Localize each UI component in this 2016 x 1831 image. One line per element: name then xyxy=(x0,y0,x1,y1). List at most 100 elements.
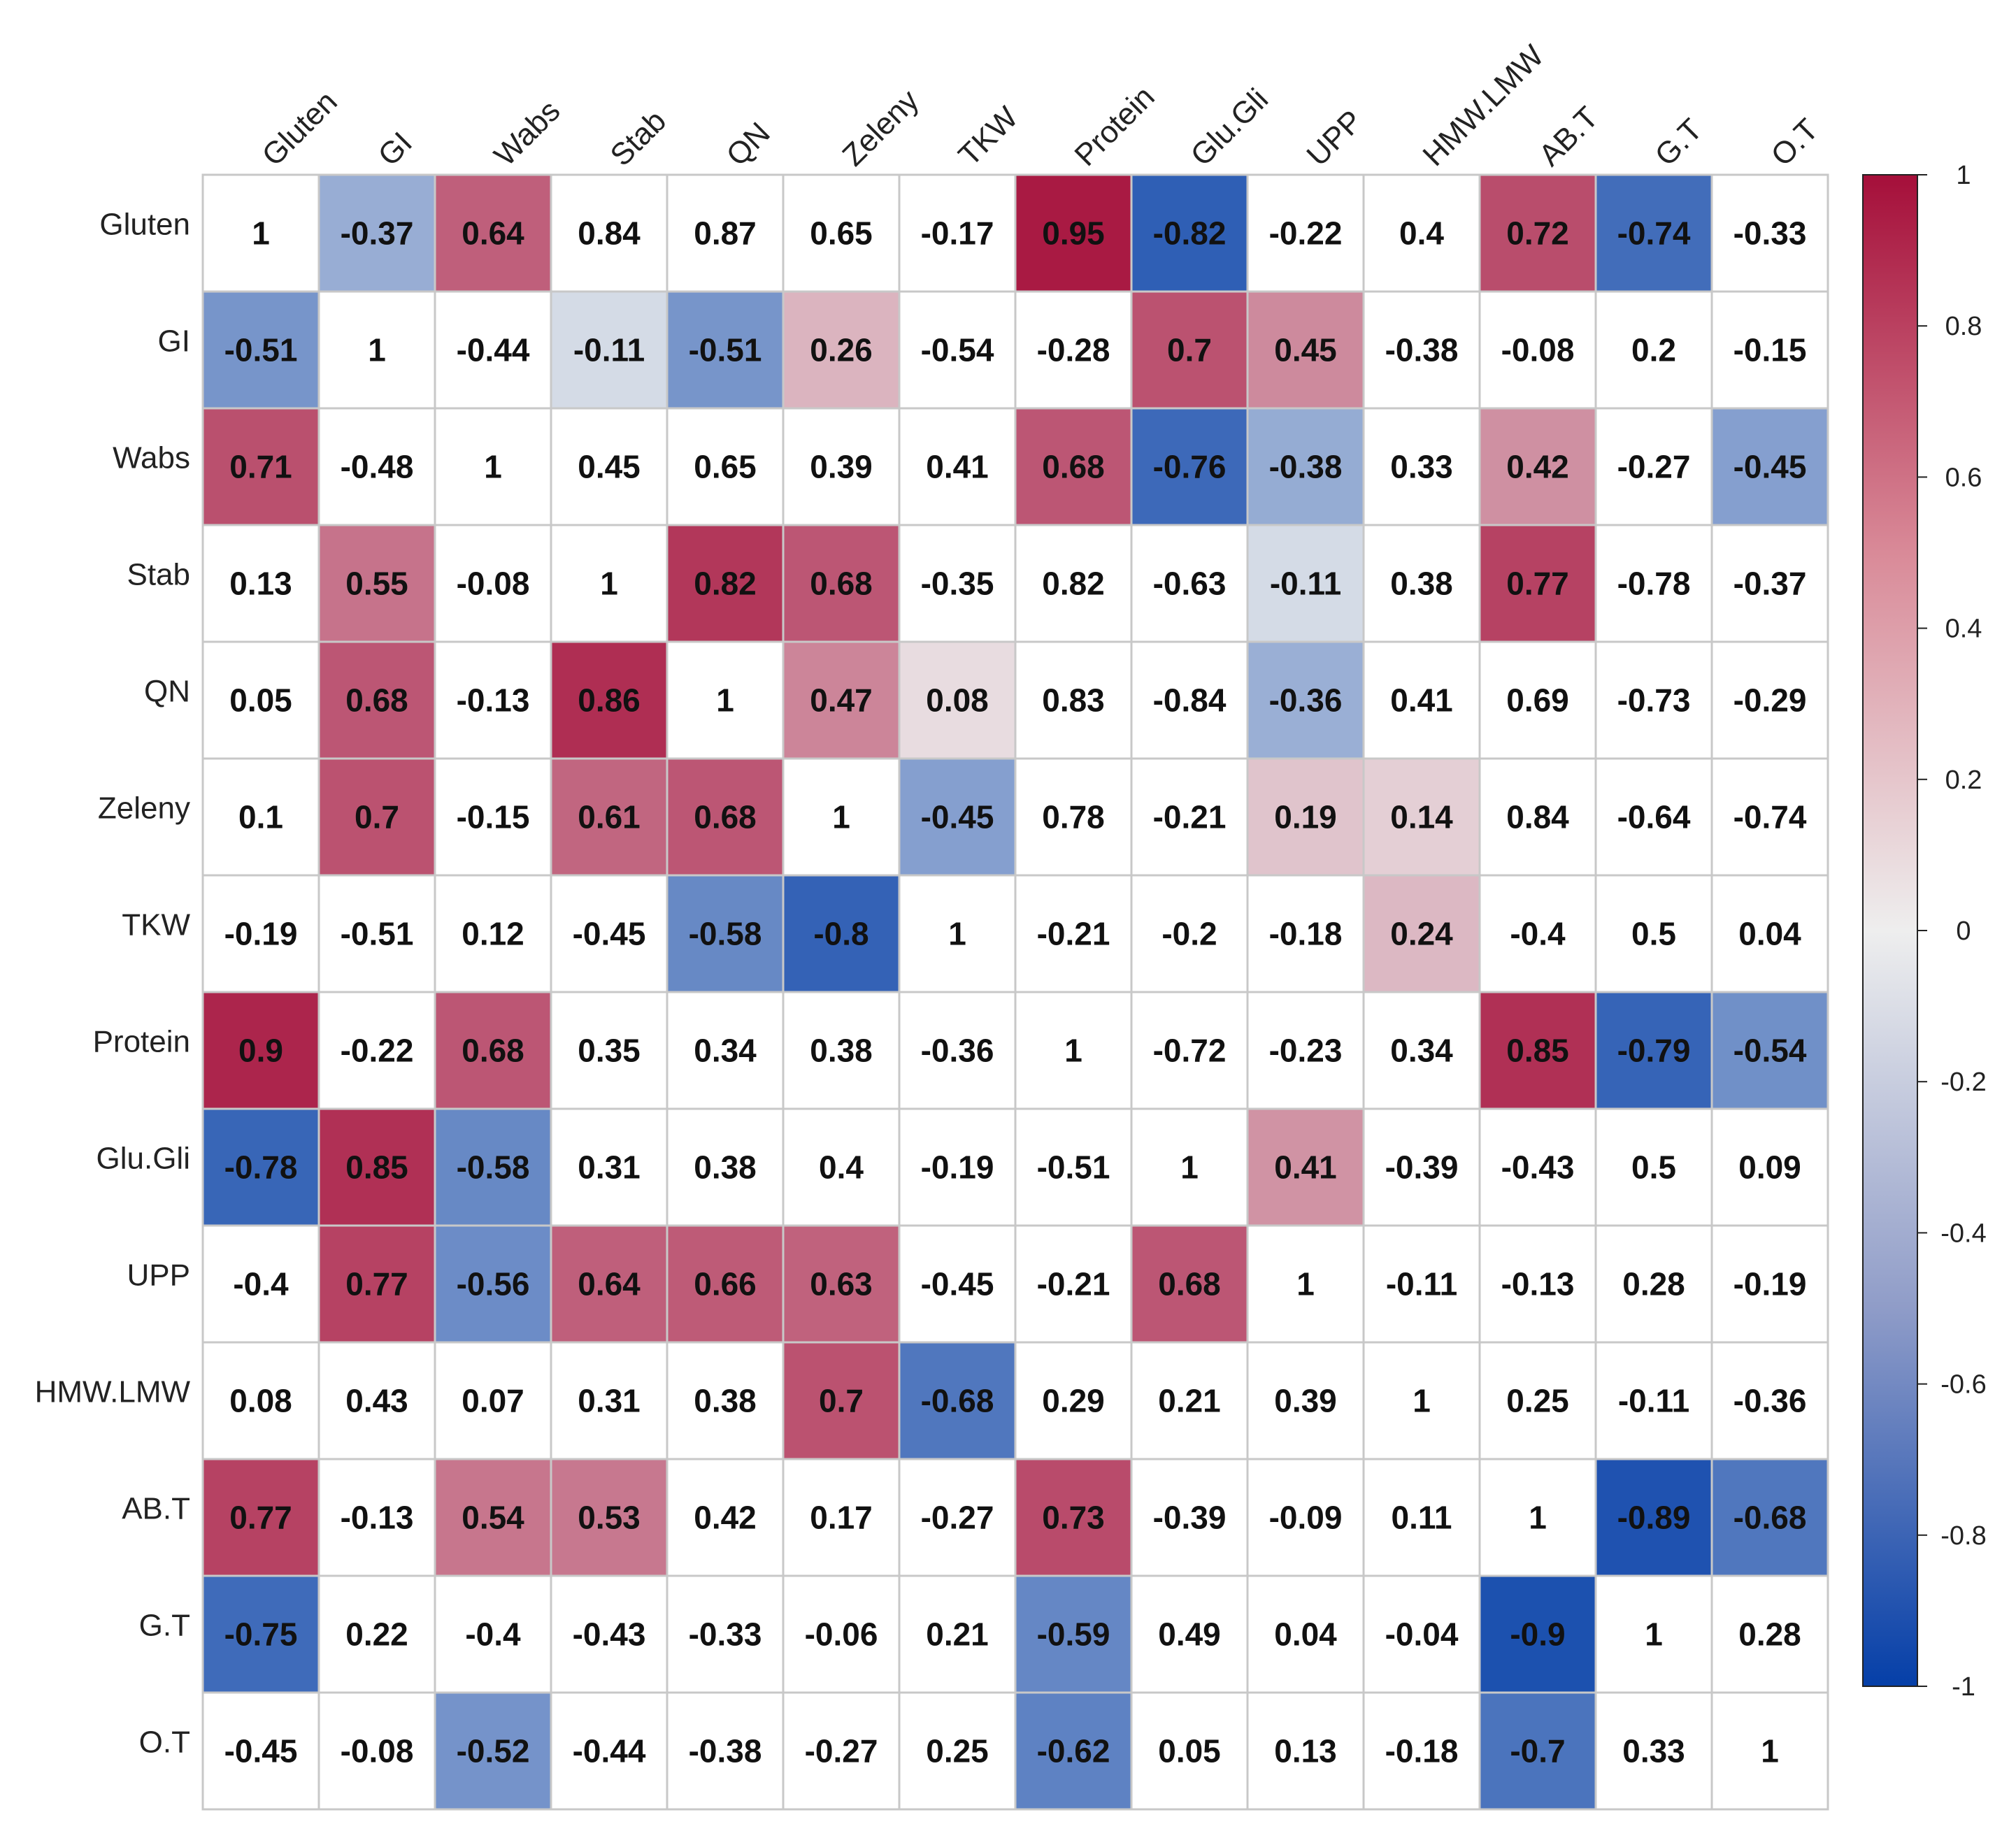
cell-value-label: -0.38 xyxy=(1385,332,1459,368)
heatmap-cell-Stab-O.T xyxy=(1710,524,1829,643)
cell-value-label: 0.77 xyxy=(345,1266,408,1302)
cell-value-label: 0.14 xyxy=(1390,799,1453,835)
cell-value-label: -0.33 xyxy=(1733,215,1807,252)
cell-value-label: 0.25 xyxy=(1506,1383,1569,1419)
cell-value-label: 0.49 xyxy=(1158,1616,1221,1653)
heatmap-cell-Glu.Gli-Gluten xyxy=(201,1107,320,1227)
cell-value-label: -0.51 xyxy=(689,332,762,368)
cell-value-label: 0.95 xyxy=(1042,215,1105,252)
colorbar-tick-label: 0.2 xyxy=(1945,766,1982,795)
heatmap-cell-Gluten-HMW.LMW xyxy=(1362,173,1481,293)
cell-value-label: 0.29 xyxy=(1042,1383,1105,1419)
cell-value-label: -0.13 xyxy=(457,682,530,719)
heatmap-cell-QN-QN xyxy=(666,640,785,760)
heatmap-cell-G.T-TKW xyxy=(898,1574,1017,1694)
cell-value-label: 0.05 xyxy=(229,682,292,719)
cell-value-label: 0.45 xyxy=(578,449,641,485)
heatmap-cell-GI-AB.T xyxy=(1478,290,1597,410)
colorbar-tick-label: 0.4 xyxy=(1945,615,1982,644)
heatmap-cell-AB.T-HMW.LMW xyxy=(1362,1458,1481,1577)
cell-value-label: 1 xyxy=(484,449,502,485)
cell-value-label: 0.64 xyxy=(462,215,524,252)
cell-value-label: -0.62 xyxy=(1037,1733,1110,1769)
cell-value-label: 0.12 xyxy=(462,916,524,952)
column-label-O.T: O.T xyxy=(1764,113,1824,173)
heatmap-cell-Protein-O.T xyxy=(1710,991,1829,1110)
heatmap-cell-Wabs-AB.T xyxy=(1478,407,1597,526)
heatmap-cell-Zeleny-Protein xyxy=(1014,757,1133,877)
cell-value-label: -0.15 xyxy=(457,799,530,835)
heatmap-cell-G.T-QN xyxy=(666,1574,785,1694)
cell-value-label: 1 xyxy=(716,682,734,719)
cell-value-label: 0.77 xyxy=(1506,566,1569,602)
cell-value-label: -0.28 xyxy=(1037,332,1110,368)
colorbar-tick-label: -1 xyxy=(1952,1672,1975,1702)
colorbar-tick-label: 0.8 xyxy=(1945,312,1982,341)
cell-value-label: 1 xyxy=(1180,1149,1199,1186)
cell-value-label: 0.38 xyxy=(694,1383,757,1419)
heatmap-cell-HMW.LMW-GI xyxy=(317,1341,436,1460)
heatmap-cell-Protein-QN xyxy=(666,991,785,1110)
row-label-G.T: G.T xyxy=(139,1609,190,1643)
heatmap-cell-AB.T-Glu.Gli xyxy=(1130,1458,1249,1577)
cell-value-label: 0.45 xyxy=(1274,332,1337,368)
heatmap-cell-HMW.LMW-HMW.LMW xyxy=(1362,1341,1481,1460)
cell-value-label: 0.7 xyxy=(819,1383,864,1419)
cell-value-label: -0.9 xyxy=(1510,1616,1565,1653)
cell-value-label: 0.86 xyxy=(578,682,641,719)
heatmap-cell-AB.T-Stab xyxy=(550,1458,669,1577)
cell-value-label: 0.08 xyxy=(229,1383,292,1419)
column-labels: Gluten GI Wabs Stab QN Zeleny TKW Protein Glu.Gl… xyxy=(255,38,1824,173)
cell-value-label: 0.82 xyxy=(694,566,757,602)
cell-value-label: -0.08 xyxy=(1501,332,1575,368)
heatmap-cell-GI-Protein xyxy=(1014,290,1133,410)
heatmap-cell-HMW.LMW-Stab xyxy=(550,1341,669,1460)
cell-value-label: -0.08 xyxy=(457,566,530,602)
heatmap-cell-Zeleny-G.T xyxy=(1594,757,1713,877)
column-label-AB.T: AB.T xyxy=(1532,100,1605,173)
cell-value-label: 0.22 xyxy=(345,1616,408,1653)
cell-value-label: -0.45 xyxy=(1733,449,1807,485)
cell-value-label: 0.53 xyxy=(578,1500,641,1536)
column-label-QN: QN xyxy=(720,116,776,173)
heatmap-cell-G.T-UPP xyxy=(1246,1574,1365,1694)
heatmap-cell-QN-GI xyxy=(317,640,436,760)
cell-value-label: 0.31 xyxy=(578,1383,641,1419)
colorbar-tick-label: -0.2 xyxy=(1940,1068,1986,1097)
cell-value-label: 0.05 xyxy=(1158,1733,1221,1769)
heatmap-cell-Stab-HMW.LMW xyxy=(1362,524,1481,643)
cell-value-label: -0.09 xyxy=(1269,1500,1343,1536)
cell-value-label: 0.54 xyxy=(462,1500,524,1536)
cell-value-label: -0.21 xyxy=(1037,916,1110,952)
cell-value-label: 0.61 xyxy=(578,799,641,835)
cell-value-label: 0.41 xyxy=(1390,682,1453,719)
heatmap-cell-O.T-HMW.LMW xyxy=(1362,1691,1481,1811)
heatmap-cell-Glu.Gli-HMW.LMW xyxy=(1362,1107,1481,1227)
heatmap-cell-Stab-AB.T xyxy=(1478,524,1597,643)
cell-value-label: 0.19 xyxy=(1274,799,1337,835)
colorbar-tick-label: 0.6 xyxy=(1945,463,1982,492)
heatmap-cell-TKW-O.T xyxy=(1710,874,1829,993)
colorbar-tick-label: 1 xyxy=(1956,161,1971,190)
cell-value-label: 0.2 xyxy=(1631,332,1676,368)
cell-value-label: -0.36 xyxy=(1269,682,1343,719)
cell-value-label: -0.78 xyxy=(1617,566,1691,602)
heatmap-cell-GI-G.T xyxy=(1594,290,1713,410)
cell-value-label: 0.35 xyxy=(578,1033,641,1069)
cell-value-label: 0.13 xyxy=(1274,1733,1337,1769)
cell-value-label: -0.43 xyxy=(573,1616,646,1653)
cell-value-label: 0.11 xyxy=(1392,1500,1452,1536)
row-label-Stab: Stab xyxy=(127,558,190,592)
column-label-Wabs: Wabs xyxy=(487,94,566,173)
heatmap-cell-UPP-Gluten xyxy=(201,1224,320,1344)
cell-value-label: -0.89 xyxy=(1617,1500,1691,1536)
cell-value-label: -0.27 xyxy=(921,1500,994,1536)
heatmap-cell-HMW.LMW-Zeleny xyxy=(782,1341,901,1460)
cell-value-label: -0.13 xyxy=(341,1500,414,1536)
heatmap-cell-AB.T-QN xyxy=(666,1458,785,1577)
cell-value-label: -0.27 xyxy=(805,1733,878,1769)
cell-value-label: -0.17 xyxy=(921,215,994,252)
cell-value-label: -0.79 xyxy=(1617,1033,1691,1069)
heatmap-cell-Gluten-GI xyxy=(317,173,436,293)
cell-value-label: -0.74 xyxy=(1617,215,1691,252)
